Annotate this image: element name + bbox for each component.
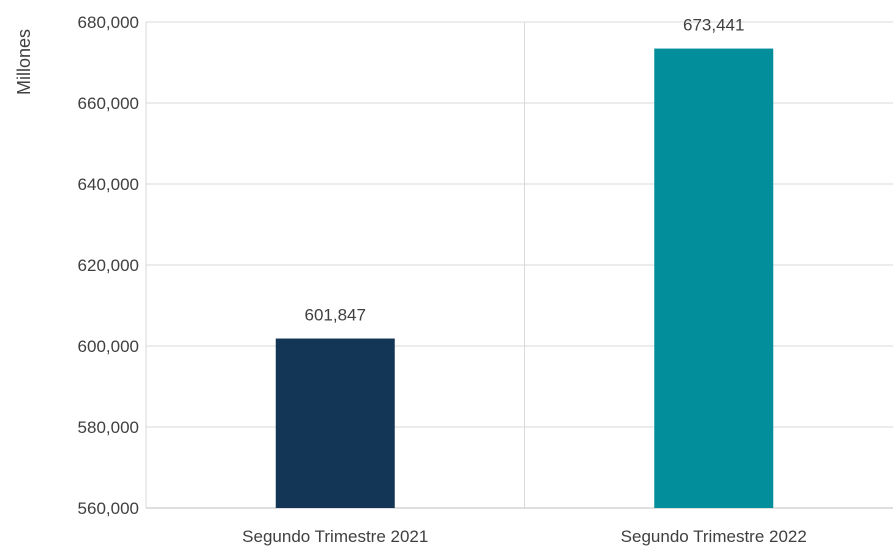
y-axis-title: Millones (14, 29, 34, 95)
y-tick-label: 680,000 (78, 13, 139, 32)
y-tick-label: 640,000 (78, 175, 139, 194)
bar (654, 48, 774, 508)
bars (275, 48, 774, 508)
data-labels: 601,847 673,441 (305, 16, 745, 325)
x-axis-category-labels: Segundo Trimestre 2021 Segundo Trimestre … (242, 527, 807, 546)
data-label: 601,847 (305, 306, 366, 325)
y-tick-label: 580,000 (78, 418, 139, 437)
y-tick-label: 560,000 (78, 499, 139, 518)
y-axis-tick-labels: 560,000 580,000 600,000 620,000 640,000 660,0… (78, 13, 139, 518)
gridlines (146, 21, 893, 509)
data-label: 673,441 (683, 16, 744, 35)
x-category-label: Segundo Trimestre 2021 (242, 527, 428, 546)
y-tick-label: 660,000 (78, 94, 139, 113)
y-tick-label: 600,000 (78, 337, 139, 356)
category-dividers (145, 22, 525, 508)
y-tick-label: 620,000 (78, 256, 139, 275)
x-category-label: Segundo Trimestre 2022 (621, 527, 807, 546)
bar (275, 338, 395, 508)
